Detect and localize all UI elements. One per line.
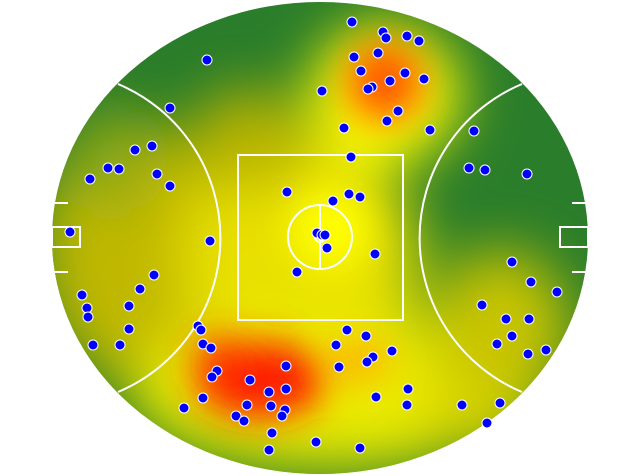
data-point-77 [244,374,256,386]
data-point-49 [551,286,563,298]
data-point-44 [291,266,303,278]
data-point-14 [316,85,328,97]
data-point-16 [392,105,404,117]
data-point-50 [123,300,135,312]
data-point-7 [372,47,384,59]
data-point-88 [456,399,468,411]
data-point-76 [206,371,218,383]
data-point-36 [64,226,76,238]
data-point-4 [413,35,425,47]
data-point-66 [330,339,342,351]
data-point-52 [82,311,94,323]
data-point-31 [164,180,176,192]
data-point-67 [491,338,503,350]
data-point-62 [87,339,99,351]
scatter-points [64,16,563,456]
data-point-28 [479,164,491,176]
data-point-41 [321,242,333,254]
data-point-81 [370,391,382,403]
data-point-73 [280,360,292,372]
data-point-35 [327,195,339,207]
data-point-24 [102,162,114,174]
data-point-11 [418,73,430,85]
left-50m-arc [117,83,222,393]
data-point-93 [481,417,493,429]
data-point-29 [521,168,533,180]
left-goal-square [51,226,81,248]
data-point-69 [522,348,534,360]
data-point-82 [197,392,209,404]
data-point-15 [164,102,176,114]
data-point-51 [81,302,93,314]
data-point-18 [338,122,350,134]
data-point-78 [402,383,414,395]
data-point-45 [148,269,160,281]
data-point-21 [129,144,141,156]
data-point-34 [354,191,366,203]
data-point-91 [230,410,242,422]
right-50m-arc [418,83,523,393]
data-point-42 [369,248,381,260]
data-point-47 [525,276,537,288]
data-point-19 [424,124,436,136]
data-point-43 [506,256,518,268]
data-point-68 [540,344,552,356]
data-point-85 [265,400,277,412]
data-point-20 [468,125,480,137]
right-goal-square [559,226,589,248]
data-point-97 [263,444,275,456]
data-point-10 [384,75,396,87]
data-point-80 [263,386,275,398]
data-point-25 [113,163,125,175]
data-point-94 [266,427,278,439]
data-point-72 [361,356,373,368]
data-point-2 [380,32,392,44]
data-point-55 [523,313,535,325]
data-point-32 [281,186,293,198]
data-point-54 [500,313,512,325]
data-point-53 [476,299,488,311]
data-point-74 [333,361,345,373]
data-point-58 [195,324,207,336]
data-point-79 [280,383,292,395]
data-point-0 [346,16,358,28]
data-point-40 [319,229,331,241]
data-point-46 [134,283,146,295]
data-point-87 [276,410,288,422]
data-point-22 [146,140,158,152]
data-point-17 [381,115,393,127]
data-point-26 [151,168,163,180]
data-point-5 [201,54,213,66]
data-point-48 [76,289,88,301]
data-point-9 [399,67,411,79]
data-point-8 [355,65,367,77]
data-point-6 [348,51,360,63]
data-point-3 [401,30,413,42]
data-point-63 [114,339,126,351]
data-point-84 [241,399,253,411]
data-point-59 [341,324,353,336]
data-point-83 [178,402,190,414]
data-point-92 [238,415,250,427]
data-point-23 [345,151,357,163]
centre-square [237,154,404,321]
data-point-13 [362,83,374,95]
data-point-89 [401,399,413,411]
data-point-56 [123,323,135,335]
data-point-70 [386,345,398,357]
data-point-61 [506,330,518,342]
data-point-37 [204,235,216,247]
data-point-30 [84,173,96,185]
data-point-95 [310,436,322,448]
data-point-27 [463,162,475,174]
data-point-60 [360,330,372,342]
data-point-33 [343,188,355,200]
data-point-90 [494,397,506,409]
field-markings [51,83,589,393]
data-point-96 [354,442,366,454]
data-point-65 [205,342,217,354]
